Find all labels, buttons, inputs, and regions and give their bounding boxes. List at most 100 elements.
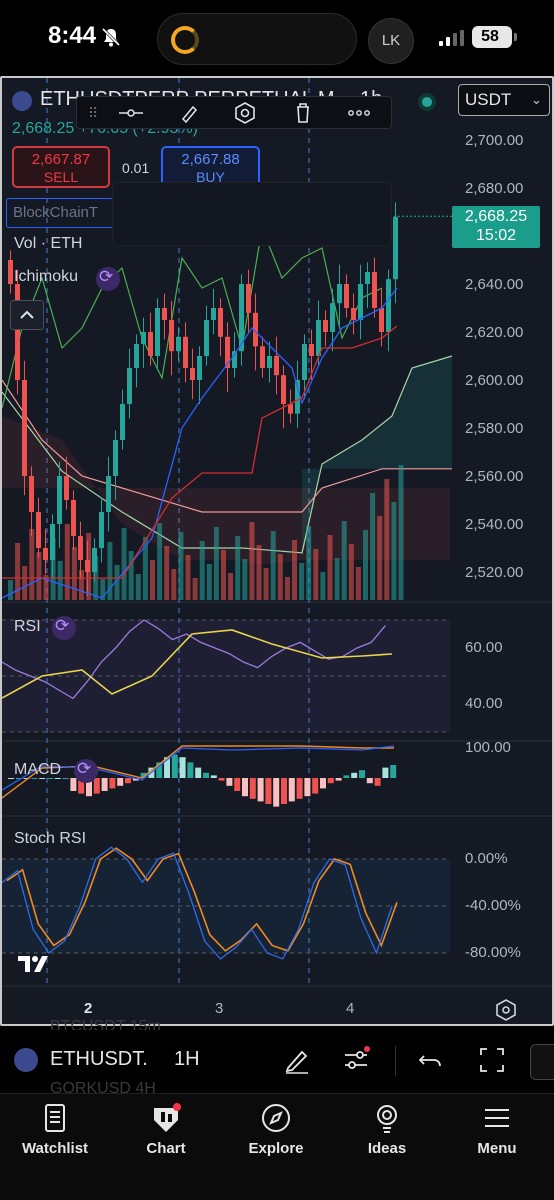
broker-label[interactable]: BlockChainT bbox=[6, 198, 114, 228]
side-panel-button[interactable] bbox=[530, 1044, 554, 1080]
time-axis-label: 3 bbox=[215, 1000, 224, 1017]
chart-settings-icon[interactable] bbox=[494, 998, 518, 1022]
drawing-tools-icon[interactable] bbox=[280, 1044, 312, 1076]
candle-body bbox=[288, 404, 293, 414]
candle-body bbox=[211, 308, 216, 320]
settings-hex-icon[interactable] bbox=[229, 97, 261, 129]
candle-body bbox=[85, 560, 90, 572]
candle-body bbox=[8, 260, 13, 284]
volume-bar bbox=[79, 570, 84, 600]
bell-slash-icon bbox=[101, 27, 121, 47]
volume-bar bbox=[299, 563, 305, 600]
macd-histogram-bar bbox=[218, 778, 225, 781]
volume-bar bbox=[114, 565, 120, 600]
buy-button[interactable]: 2,667.88 BUY bbox=[161, 146, 260, 188]
brush-icon[interactable] bbox=[173, 97, 205, 129]
candle-body bbox=[323, 320, 328, 332]
candle-body bbox=[162, 308, 167, 320]
volume-bar bbox=[256, 545, 262, 600]
volume-bar bbox=[306, 526, 312, 600]
collapse-legend-button[interactable] bbox=[10, 300, 44, 330]
volume-bar bbox=[164, 546, 170, 600]
rsi-label[interactable]: RSI bbox=[14, 618, 41, 635]
volume-bar bbox=[64, 524, 70, 600]
candle-body bbox=[372, 272, 377, 308]
tab-explore[interactable]: Explore bbox=[226, 1102, 326, 1162]
macd-histogram-bar bbox=[351, 772, 358, 778]
macd-histogram-bar bbox=[281, 778, 287, 804]
chevron-up-icon bbox=[20, 310, 34, 319]
candle-body bbox=[148, 332, 153, 356]
ethereum-logo-icon bbox=[14, 1048, 38, 1072]
candle-body bbox=[232, 351, 237, 368]
dynamic-island[interactable] bbox=[157, 13, 357, 65]
volume-indicator-label[interactable]: Vol · ETH bbox=[14, 235, 83, 252]
volume-bar bbox=[29, 529, 35, 600]
avatar[interactable]: LK bbox=[368, 18, 414, 64]
line-tool-icon[interactable] bbox=[115, 97, 147, 129]
candle-body bbox=[358, 284, 363, 320]
volume-bar bbox=[50, 538, 56, 600]
candle-body bbox=[302, 344, 307, 380]
sell-button[interactable]: 2,667.87 SELL bbox=[12, 146, 110, 188]
volume-bar bbox=[249, 522, 255, 600]
macd-histogram-bar bbox=[31, 778, 38, 779]
volume-bar bbox=[15, 543, 21, 600]
macd-histogram-bar bbox=[23, 778, 30, 779]
sell-label: SELL bbox=[43, 169, 79, 185]
symbol-search-button[interactable]: ETHUSDT. bbox=[50, 1048, 148, 1070]
candle-body bbox=[169, 320, 174, 352]
undo-icon[interactable] bbox=[414, 1044, 446, 1076]
volume-bar bbox=[121, 528, 127, 600]
volume-bar bbox=[263, 568, 269, 600]
indicator-loading-icon bbox=[96, 267, 120, 291]
macd-histogram-bar bbox=[320, 778, 326, 789]
tab-watchlist[interactable]: Watchlist bbox=[5, 1102, 105, 1162]
compass-icon bbox=[262, 1104, 290, 1132]
candle-body bbox=[120, 404, 125, 440]
volume-bar bbox=[135, 574, 141, 600]
rsi-line bbox=[2, 619, 386, 700]
ichimoku-cloud-bull bbox=[302, 356, 452, 560]
candle-body bbox=[29, 476, 34, 512]
time-axis-label: 4 bbox=[346, 1000, 355, 1017]
drag-handle-icon[interactable]: ⠿ bbox=[87, 105, 99, 121]
tab-ideas[interactable]: Ideas bbox=[337, 1102, 437, 1162]
stoch-rsi-label[interactable]: Stoch RSI bbox=[14, 830, 87, 847]
chart-canvas[interactable] bbox=[2, 78, 552, 1024]
macd-histogram-bar bbox=[125, 778, 131, 784]
candle-body bbox=[106, 476, 111, 512]
candle-body bbox=[365, 272, 370, 284]
tab-label: Menu bbox=[477, 1140, 517, 1157]
volume-bar bbox=[221, 550, 226, 600]
macd-histogram-bar bbox=[39, 778, 46, 779]
volume-bar bbox=[398, 465, 404, 600]
trash-icon[interactable] bbox=[287, 97, 319, 129]
volume-bar bbox=[22, 566, 28, 600]
macd-histogram-bar bbox=[93, 778, 100, 794]
broker-name: BlockChainT bbox=[13, 204, 99, 221]
interval-button[interactable]: 1H bbox=[174, 1048, 200, 1070]
candle-body bbox=[379, 308, 384, 332]
macd-histogram-bar bbox=[195, 767, 202, 778]
fullscreen-icon[interactable] bbox=[476, 1044, 508, 1076]
indicators-icon[interactable] bbox=[340, 1044, 372, 1076]
tab-menu[interactable]: Menu bbox=[447, 1102, 547, 1162]
volume-bar bbox=[199, 541, 205, 600]
more-icon[interactable] bbox=[343, 97, 375, 129]
macd-histogram-bar bbox=[203, 772, 209, 778]
macd-histogram-bar bbox=[390, 765, 397, 778]
macd-line bbox=[2, 745, 395, 791]
chart-area[interactable]: ETHUSDTPERP PERPETUAL M... 1h USDT ⌄ 2,6… bbox=[0, 76, 554, 1026]
volume-bar bbox=[150, 560, 155, 600]
ichimoku-indicator-label[interactable]: Ichimoku bbox=[14, 268, 79, 285]
indicator-loading-icon bbox=[74, 759, 98, 783]
rsi-axis-label: 60.00 bbox=[465, 639, 503, 656]
candle-body bbox=[50, 524, 55, 560]
candle-body bbox=[344, 284, 349, 308]
tab-chart[interactable]: Chart bbox=[116, 1102, 216, 1162]
macd-label[interactable]: MACD bbox=[14, 761, 62, 778]
candle-body bbox=[134, 344, 139, 368]
macd-histogram-bar bbox=[304, 778, 311, 797]
currency-select[interactable]: USDT ⌄ bbox=[458, 84, 550, 116]
